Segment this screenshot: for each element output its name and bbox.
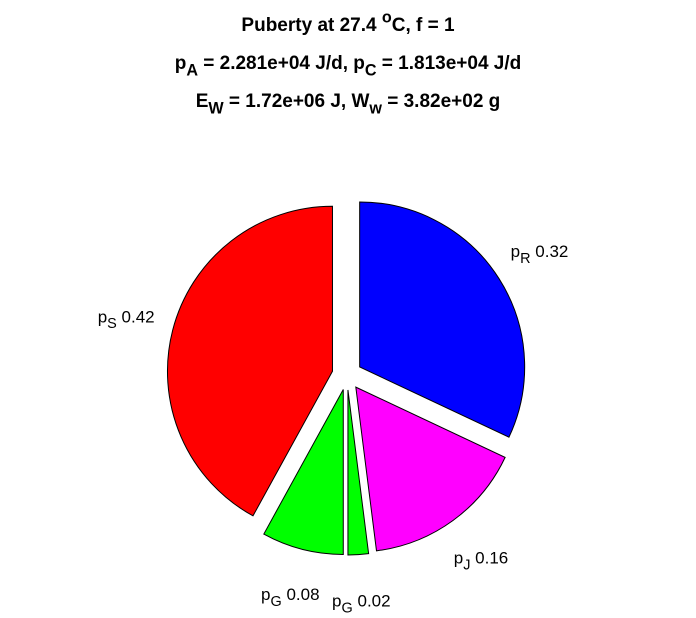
text-run: p [175, 53, 187, 74]
subscript: C [365, 62, 377, 80]
slice-label: pR 0.32 [511, 242, 569, 266]
text-run: p [98, 308, 107, 327]
supscript: o [382, 8, 392, 26]
subscript: W [208, 100, 224, 118]
subscript: J [463, 557, 470, 573]
text-run: p [454, 549, 463, 568]
slice-label: pG 0.08 [261, 585, 320, 609]
text-run: p [261, 585, 270, 604]
chart-title: EW = 1.72e+06 J, Ww = 3.82e+02 g [196, 91, 501, 118]
subscript: S [107, 316, 117, 332]
subscript: G [271, 594, 282, 610]
pie-slice [263, 389, 344, 556]
pie-slice [167, 205, 333, 517]
pie-slice [359, 201, 526, 438]
slice-value: 0.08 [286, 585, 319, 604]
chart-title: pA = 2.281e+04 J/d, pC = 1.813e+04 J/d [175, 53, 522, 80]
text-run: = 3.82e+02 g [382, 91, 500, 112]
subscript: A [186, 62, 198, 80]
text-run: = 1.72e+06 J, W [224, 91, 370, 112]
text-run: p [332, 592, 341, 611]
slice-value: 0.02 [357, 592, 390, 611]
text-run: = 2.281e+04 J/d, p [198, 53, 365, 74]
slice-value: 0.32 [535, 242, 568, 261]
pie-slice [347, 389, 370, 556]
subscript: G [342, 600, 353, 616]
slice-value: 0.16 [475, 549, 508, 568]
slice-label: pS 0.42 [98, 308, 155, 332]
subscript: R [520, 251, 530, 267]
text-run: C, f = 1 [392, 15, 455, 36]
text-run: Puberty at 27.4 [241, 15, 381, 36]
text-run: = 1.813e+04 J/d [377, 53, 522, 74]
chart-title: Puberty at 27.4 oC, f = 1 [241, 8, 455, 36]
slice-label: pJ 0.16 [454, 549, 509, 573]
slice-value: 0.42 [122, 308, 155, 327]
pie-slice [355, 386, 506, 552]
slice-label: pG 0.02 [332, 592, 391, 616]
subscript: w [368, 100, 382, 118]
text-run: p [511, 242, 520, 261]
text-run: E [196, 91, 209, 112]
